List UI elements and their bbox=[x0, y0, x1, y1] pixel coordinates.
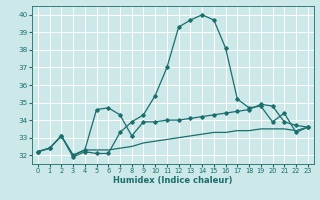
X-axis label: Humidex (Indice chaleur): Humidex (Indice chaleur) bbox=[113, 176, 233, 185]
